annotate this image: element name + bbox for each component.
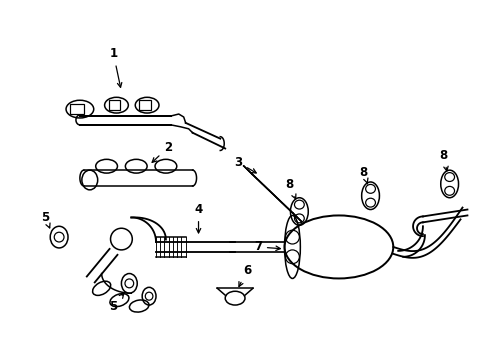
Text: 4: 4 bbox=[194, 203, 202, 233]
Text: 8: 8 bbox=[359, 166, 367, 184]
Text: 1: 1 bbox=[109, 48, 122, 87]
Bar bbox=[108, 100, 120, 110]
Text: 5: 5 bbox=[109, 293, 123, 312]
Text: 2: 2 bbox=[152, 141, 172, 162]
Bar bbox=[70, 104, 83, 114]
Text: 5: 5 bbox=[41, 211, 50, 228]
Text: 8: 8 bbox=[285, 179, 295, 199]
Text: 7: 7 bbox=[253, 240, 280, 253]
Text: 8: 8 bbox=[439, 149, 447, 171]
Bar bbox=[139, 100, 151, 110]
Text: 3: 3 bbox=[234, 156, 256, 173]
Text: 6: 6 bbox=[239, 264, 250, 287]
